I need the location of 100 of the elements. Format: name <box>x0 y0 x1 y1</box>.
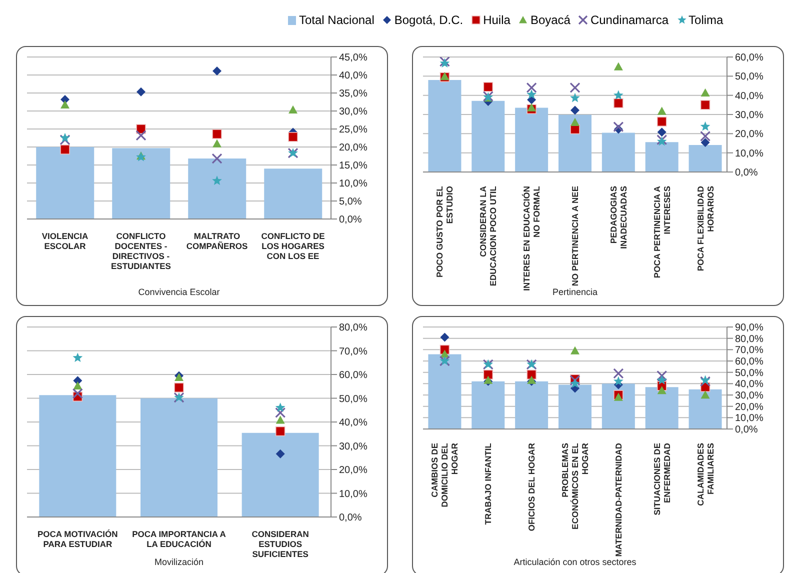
bar <box>602 132 635 172</box>
point <box>526 89 536 99</box>
y-tick-label: 60,0% <box>339 370 368 382</box>
bar <box>112 148 170 219</box>
legend-label: Tolima <box>688 13 724 27</box>
x-tick-label: CALAMIDADES FAMILIARES <box>695 442 716 506</box>
y-tick-label: 10,0% <box>735 148 764 160</box>
y-tick-label: 0,0% <box>735 168 758 179</box>
x-tick-label: POCA FLEXIBILIDAD HORARIOS <box>695 186 716 272</box>
y-tick-label: 0,0% <box>735 424 758 436</box>
x-tick-label: MATERNIDAD-PATERNIDAD <box>613 443 624 557</box>
bar <box>558 114 592 172</box>
y-tick-label: 5,0% <box>339 196 362 208</box>
point <box>288 105 298 114</box>
point <box>657 128 666 137</box>
bar <box>472 381 505 429</box>
x-tick-label: POCA MOTIVACIÓN PARA ESTUDIAR <box>38 529 118 549</box>
y-tick-label: 50,0% <box>735 368 764 379</box>
x-tick-label: CONFLICTO DOCENTES - DIRECTIVOS - ESTUDIANTES <box>111 231 172 271</box>
y-tick-label: 20,0% <box>735 402 764 413</box>
y-tick-label: 60,0% <box>735 52 764 64</box>
point <box>700 130 711 142</box>
x-tick-label: PROBLEMAS ECONÓMICOS EN EL HOGAR <box>560 442 590 530</box>
point <box>613 368 624 379</box>
y-tick-label: 90,0% <box>735 322 764 334</box>
point <box>276 449 285 458</box>
bar <box>515 108 548 172</box>
bar <box>688 389 722 429</box>
bar <box>428 80 462 172</box>
point <box>526 82 537 93</box>
bar <box>140 398 218 517</box>
point <box>700 100 710 110</box>
point <box>656 370 668 382</box>
point <box>614 98 624 108</box>
x-tick-label: CONFLICTO DE LOS HOGARES CON LOS EE <box>261 231 326 261</box>
bar <box>472 100 505 172</box>
point <box>275 402 286 412</box>
x-tick-label: CAMBIOS DE DOMICILIO DEL HOGAR <box>430 442 460 508</box>
bar <box>39 395 116 517</box>
bar <box>688 144 722 172</box>
point <box>288 132 298 142</box>
y-tick-label: 40,0% <box>339 70 368 82</box>
point <box>614 90 624 100</box>
y-tick-label: 0,0% <box>339 214 362 226</box>
y-tick-label: 20,0% <box>735 129 764 140</box>
point <box>212 153 222 164</box>
point <box>657 106 666 115</box>
x-tick-label: NO PERTINENCIA A NEE <box>570 186 580 286</box>
y-tick-label: 40,0% <box>735 90 764 102</box>
point <box>483 82 494 92</box>
point <box>212 176 222 186</box>
bar <box>645 142 678 172</box>
bar <box>188 158 246 219</box>
y-tick-label: 70,0% <box>735 345 764 356</box>
point <box>212 129 222 139</box>
x-axis-title: Movilización <box>154 557 204 567</box>
point <box>614 376 624 386</box>
y-tick-label: 30,0% <box>339 441 368 452</box>
point <box>614 62 623 70</box>
y-tick-label: 60,0% <box>735 356 764 368</box>
x-tick-label: POCA PERTINENCIA A INTERESES <box>652 186 672 278</box>
point <box>657 386 666 394</box>
y-tick-label: 70,0% <box>339 346 368 358</box>
y-tick-label: 25,0% <box>339 124 368 136</box>
point <box>136 87 146 96</box>
y-tick-label: 50,0% <box>339 394 368 405</box>
y-tick-label: 10,0% <box>339 488 368 500</box>
point <box>570 378 580 388</box>
y-tick-label: 10,0% <box>735 413 764 424</box>
point <box>73 381 82 390</box>
point <box>656 116 667 126</box>
x-tick-label: PEDAGOGIAS INADECUADAS <box>608 186 628 249</box>
bar <box>242 432 319 517</box>
x-tick-label: INTERES EN EDUCACIÓN NO FORMAL <box>522 186 542 291</box>
y-tick-label: 50,0% <box>735 72 764 83</box>
point <box>527 103 536 112</box>
x-tick-label: VIOLENCIA ESCOLAR <box>42 231 88 251</box>
point <box>60 100 70 108</box>
x-tick-label: CONSIDERAN ESTUDIOS SUFICIENTES <box>252 529 309 559</box>
point <box>700 375 710 384</box>
point <box>570 92 580 102</box>
point <box>570 106 580 115</box>
point <box>212 139 222 148</box>
x-tick-label: SITUACIONES DE ENFERMEDAD <box>652 442 672 516</box>
x-tick-label: POCA IMPORTANCIA A LA EDUCACIÓN <box>132 529 226 549</box>
point <box>212 66 222 76</box>
bar <box>645 387 678 429</box>
y-tick-label: 40,0% <box>735 379 764 390</box>
bar <box>428 354 462 429</box>
x-axis-title: Articulación con otros sectores <box>514 557 637 567</box>
point <box>440 332 450 342</box>
y-tick-label: 80,0% <box>339 322 368 334</box>
point <box>174 382 184 392</box>
y-tick-label: 80,0% <box>735 334 764 345</box>
y-tick-label: 40,0% <box>339 418 368 429</box>
y-tick-label: 15,0% <box>339 160 368 172</box>
point <box>72 352 83 362</box>
point <box>614 392 623 401</box>
legend-label: Total Nacional <box>299 13 374 27</box>
point <box>700 376 711 387</box>
